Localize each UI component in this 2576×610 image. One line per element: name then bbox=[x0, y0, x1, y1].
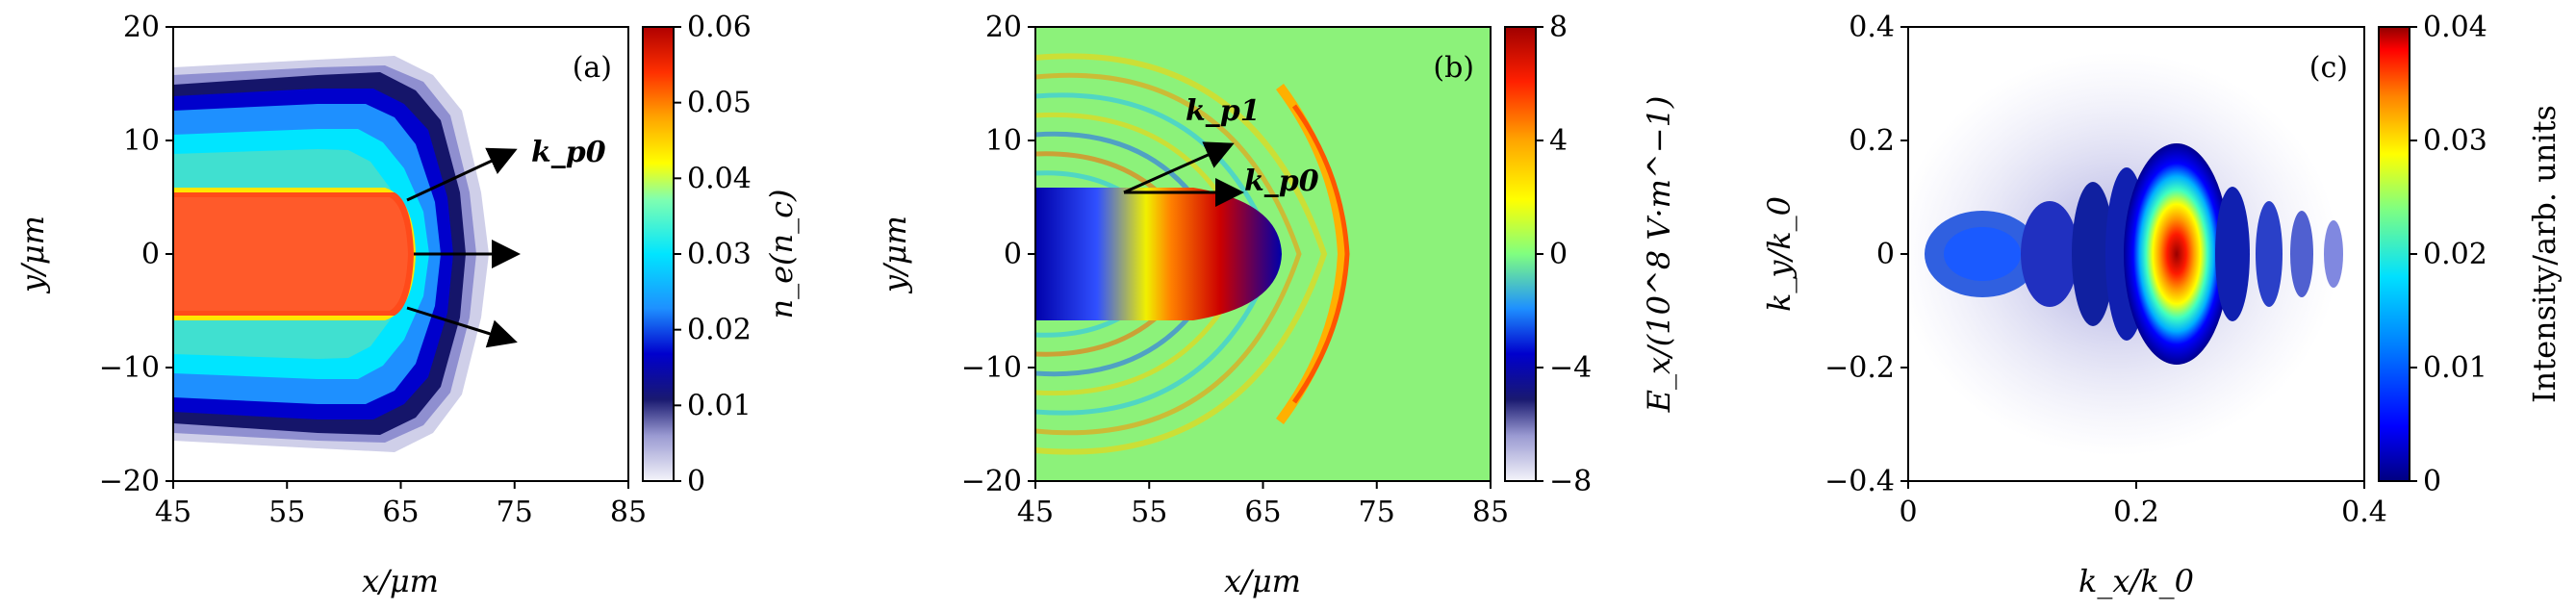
y-tick-label: 0 bbox=[1876, 238, 1895, 271]
x-tick-label: 75 bbox=[497, 496, 533, 529]
y-tick-label: −0.2 bbox=[1824, 351, 1895, 385]
colorbar-tick-label: 0.06 bbox=[687, 11, 752, 44]
panel-a-arrow-up bbox=[406, 147, 518, 202]
panel-c-label: (c) bbox=[2309, 51, 2348, 85]
colorbar-tick-label: 0.04 bbox=[2423, 11, 2487, 44]
colorbar-tick-label: 0 bbox=[687, 465, 705, 498]
panel-c-ylabel: k_y/k_0 bbox=[1761, 196, 1798, 312]
x-tick-label: 85 bbox=[610, 496, 647, 529]
colorbar-tick-label: 0.03 bbox=[687, 238, 752, 271]
colorbar-tick-label: 0.02 bbox=[687, 314, 752, 347]
y-tick-label: −10 bbox=[961, 351, 1022, 385]
panel-a-ylabel: y/μm bbox=[14, 216, 51, 294]
y-tick-label: 0 bbox=[1004, 238, 1022, 271]
panel-a-kp0-label: k_p0 bbox=[531, 136, 606, 169]
colorbar-tick-label: 8 bbox=[1549, 11, 1568, 44]
x-tick-label: 0.4 bbox=[2341, 496, 2387, 529]
colorbar-tick-label: 0.02 bbox=[2423, 238, 2487, 271]
panel-b: k_p1 k_p0 (b) 45 55 65 75 85 20 10 0 −10 −20 8 4 0 −… bbox=[877, 11, 1677, 599]
colorbar-tick-label: 0.05 bbox=[687, 87, 752, 120]
panel-b-xlabel: x/μm bbox=[1224, 563, 1301, 599]
y-tick-label: −10 bbox=[99, 351, 160, 385]
y-tick-label: −20 bbox=[961, 465, 1022, 498]
panel-b-colorbar-ticks: 8 4 0 −4 −8 bbox=[1536, 11, 1592, 498]
x-tick-label: 75 bbox=[1359, 496, 1395, 529]
colorbar-tick-label: −8 bbox=[1549, 465, 1592, 498]
x-tick-label: 65 bbox=[382, 496, 419, 529]
panel-c-xlabel: k_x/k_0 bbox=[2079, 563, 2194, 599]
x-tick-label: 55 bbox=[1131, 496, 1167, 529]
panel-b-ticks: 45 55 65 75 85 20 10 0 −10 −20 bbox=[961, 11, 1509, 529]
y-tick-label: −0.4 bbox=[1824, 465, 1895, 498]
x-tick-label: 55 bbox=[268, 496, 305, 529]
colorbar-tick-label: 0.01 bbox=[2423, 351, 2487, 385]
panel-b-label: (b) bbox=[1433, 51, 1474, 85]
y-tick-label: 0.2 bbox=[1849, 124, 1895, 158]
x-tick-label: 0 bbox=[1899, 496, 1917, 529]
y-tick-label: 20 bbox=[123, 11, 160, 44]
panel-c: (c) 0 0.2 0.40.40.20−0.2−0.4 0.040.030.020… bbox=[1761, 11, 2563, 599]
colorbar-tick-label: 0 bbox=[2423, 465, 2441, 498]
colorbar-tick-label: 0.03 bbox=[2423, 124, 2487, 158]
panel-a-heatmap bbox=[173, 27, 628, 481]
panel-b-kp1-label: k_p1 bbox=[1186, 94, 1261, 128]
panel-b-heatmap bbox=[1035, 27, 1491, 481]
y-tick-label: 0 bbox=[141, 238, 160, 271]
colorbar-tick-label: 4 bbox=[1549, 124, 1568, 158]
x-tick-label: 45 bbox=[155, 496, 191, 529]
colorbar-tick-label: 0.04 bbox=[687, 162, 752, 195]
colorbar-tick-label: −4 bbox=[1549, 351, 1592, 385]
panel-a-ticks: 45 55 65 75 85 20 10 0 −10 −20 bbox=[99, 11, 647, 529]
panel-c-colorbar-ticks: 0.04 0.03 0.02 0.01 0 bbox=[2410, 11, 2487, 498]
x-tick-label: 65 bbox=[1244, 496, 1281, 529]
y-tick-label: 20 bbox=[985, 11, 1022, 44]
y-tick-label: 10 bbox=[985, 124, 1022, 158]
panel-a-label: (a) bbox=[573, 51, 612, 85]
panel-a-colorbar-ticks: 0.06 0.05 0.04 0.03 0.02 0.01 0 bbox=[674, 11, 752, 498]
x-tick-label: 85 bbox=[1472, 496, 1509, 529]
panel-b-colorbar bbox=[1504, 26, 1537, 482]
panel-c-heatmap bbox=[1908, 27, 2364, 481]
x-tick-label: 45 bbox=[1017, 496, 1054, 529]
panel-c-colorbar-label: Intensity/arb. units bbox=[2526, 105, 2563, 403]
panel-a-xlabel: x/μm bbox=[362, 563, 439, 599]
colorbar-tick-label: 0.01 bbox=[687, 389, 752, 422]
panel-b-ylabel: y/μm bbox=[877, 216, 913, 294]
panel-c-colorbar bbox=[2378, 26, 2410, 482]
colorbar-tick-label: 0 bbox=[1549, 238, 1568, 271]
panel-b-colorbar-label: E_x/(10^8 V·m^−1) bbox=[1641, 96, 1677, 414]
panel-c-ticks: 0 0.2 0.4 0.4 0.2 0 −0.2 −0.4 bbox=[1824, 11, 2387, 529]
y-tick-label: −20 bbox=[99, 465, 160, 498]
panel-b-kp0-label: k_p0 bbox=[1244, 165, 1319, 198]
panel-b-arrow-kp1 bbox=[1123, 141, 1235, 194]
panel-a-colorbar-label: n_e(n_c) bbox=[763, 189, 800, 318]
x-tick-label: 0.2 bbox=[2113, 496, 2159, 529]
y-tick-label: 0.4 bbox=[1849, 11, 1895, 44]
y-tick-label: 10 bbox=[123, 124, 160, 158]
panel-a-arrow-down bbox=[406, 306, 518, 348]
panel-a-colorbar bbox=[642, 26, 675, 482]
